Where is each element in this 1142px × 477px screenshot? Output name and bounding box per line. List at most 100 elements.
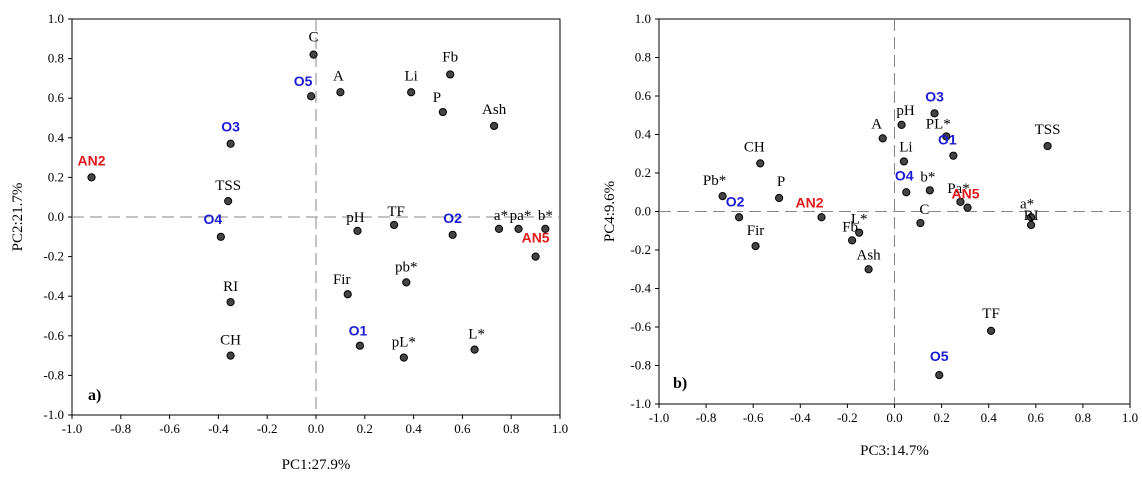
point-label: pa* [510, 208, 532, 224]
x-axis-title: PC1:27.9% [282, 457, 351, 473]
data-point [344, 291, 351, 298]
y-tick-label: 0.0 [48, 209, 64, 224]
x-tick-label: 0.2 [357, 421, 373, 436]
data-point [449, 231, 456, 238]
y-tick-label: 0.6 [48, 90, 65, 105]
x-tick-label: 1.0 [552, 421, 568, 436]
x-tick-label: -0.6 [159, 421, 180, 436]
data-point [849, 237, 856, 244]
data-point [439, 108, 446, 115]
y-tick-label: 1.0 [48, 11, 64, 26]
point-label: PL* [926, 116, 951, 132]
x-tick-label: 1.0 [1122, 410, 1138, 425]
point-label: AN5 [522, 230, 550, 246]
y-tick-label: 0.2 [48, 169, 64, 184]
point-label: AN2 [795, 194, 823, 210]
x-tick-label: -0.8 [696, 410, 717, 425]
data-point [735, 214, 742, 221]
y-tick-label: -0.6 [43, 328, 64, 343]
point-label: C [309, 30, 319, 46]
point-label: CH [744, 139, 765, 155]
point-label: Fb [842, 219, 858, 235]
point-label: TSS [215, 178, 241, 194]
point-label: O3 [221, 119, 240, 135]
point-label: pL* [392, 335, 416, 351]
x-tick-label: 0.6 [454, 421, 471, 436]
y-tick-label: 0.4 [48, 130, 65, 145]
data-point [903, 189, 910, 196]
x-tick-label: -0.8 [111, 421, 132, 436]
y-tick-label: -0.4 [630, 281, 651, 296]
panel-b: -1.0 -0.8 -0.6 -0.4 -0.2 0.0 0.2 0.4 0.6 0.8 1.0 1.… [602, 11, 1138, 459]
x-tick-label: -0.4 [208, 421, 229, 436]
point-label: O2 [443, 210, 462, 226]
y-tick-label: -1.0 [630, 396, 651, 411]
x-tick-label: 0.8 [1075, 410, 1091, 425]
x-tick-label: 0.2 [933, 410, 949, 425]
data-point [950, 152, 957, 159]
data-point [898, 121, 905, 128]
x-tick-label: -0.2 [837, 410, 858, 425]
panel-a: -1.0 -0.8 -0.6 -0.4 -0.2 0.0 0.2 0.4 0.6 0.8 1.01.… [10, 11, 568, 473]
point-label: a* [494, 208, 508, 224]
x-axis-title: PC3:14.7% [860, 443, 929, 459]
data-point [776, 194, 783, 201]
y-tick-label: 0.8 [48, 51, 64, 66]
point-label: Li [899, 139, 912, 155]
data-point [217, 233, 224, 240]
data-point [532, 253, 539, 260]
data-point [491, 122, 498, 129]
y-tick-label: 0.0 [635, 204, 651, 219]
data-point [390, 221, 397, 228]
x-tick-label: 0.8 [503, 421, 519, 436]
y-tick-label: 1.0 [635, 11, 651, 26]
x-tick-label: 0.0 [308, 421, 324, 436]
point-label: O5 [930, 348, 949, 364]
x-tick-label: -0.4 [790, 410, 811, 425]
point-label: Ash [857, 247, 882, 263]
data-point [354, 227, 361, 234]
point-label: O1 [938, 132, 957, 148]
point-label: P [777, 174, 785, 190]
x-tick-label: 0.4 [405, 421, 422, 436]
data-point [964, 204, 971, 211]
point-label: RI [223, 279, 238, 295]
point-label: A [333, 68, 344, 84]
data-point [356, 342, 363, 349]
point-label: Fir [747, 223, 765, 239]
point-label: pH [346, 210, 365, 226]
data-point [337, 89, 344, 96]
y-tick-label: 0.6 [635, 88, 652, 103]
point-label: AN5 [951, 186, 979, 202]
point-label: b* [920, 169, 935, 185]
y-tick-label: -0.8 [630, 358, 651, 373]
y-tick-label: -1.0 [43, 407, 64, 422]
point-label: O2 [726, 193, 745, 209]
data-point [865, 266, 872, 273]
point-label: Ash [482, 102, 507, 118]
point-label: L* [468, 327, 485, 343]
point-label: A [871, 116, 882, 132]
data-point [227, 299, 234, 306]
data-point [879, 135, 886, 142]
x-tick-label: -0.6 [743, 410, 764, 425]
data-point [225, 198, 232, 205]
x-tick-label: -1.0 [62, 421, 83, 436]
data-point [403, 279, 410, 286]
y-tick-label: -0.6 [630, 319, 651, 334]
point-label: Fb [442, 49, 458, 65]
point-label: C [919, 202, 929, 218]
data-point [1044, 142, 1051, 149]
data-point [917, 219, 924, 226]
x-tick-label: 0.4 [981, 410, 998, 425]
point-label: RI [1024, 208, 1039, 224]
point-label: O3 [925, 88, 944, 104]
y-tick-label: -0.2 [630, 242, 651, 257]
point-label: O4 [203, 211, 222, 227]
data-point [987, 327, 994, 334]
point-label: TF [982, 306, 1000, 322]
point-label: AN2 [78, 152, 106, 168]
data-point [936, 372, 943, 379]
point-label: P [433, 90, 441, 106]
